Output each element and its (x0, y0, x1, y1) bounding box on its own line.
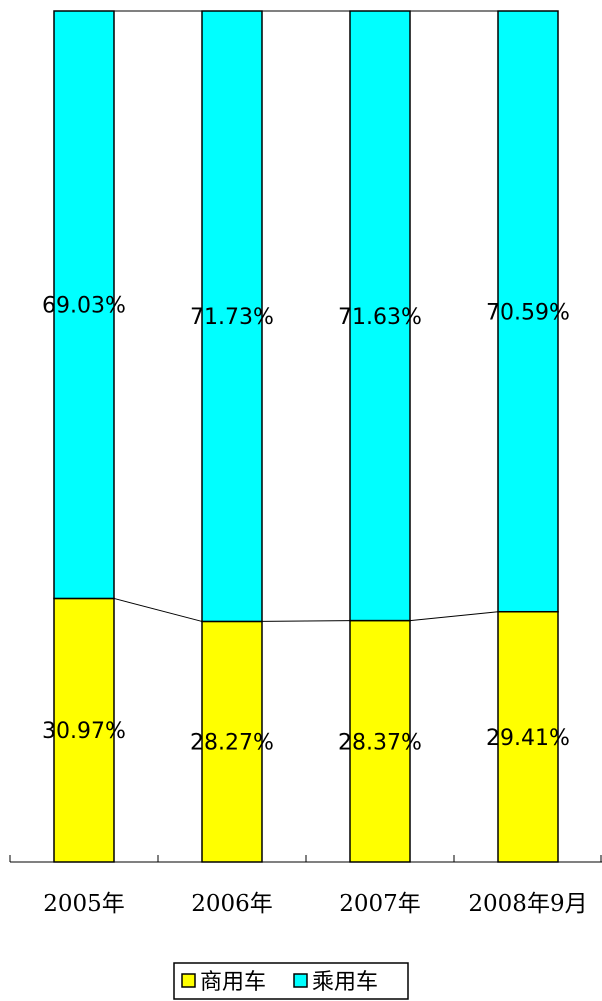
data-label-commercial-2: 28.27% (190, 731, 274, 756)
data-label-passenger-3: 71.63% (338, 305, 422, 330)
bar-segment-passenger-1 (53, 10, 115, 600)
plot-area (53, 10, 559, 863)
data-label-passenger-4: 70.59% (486, 300, 570, 325)
series-line--3 (409, 611, 499, 622)
x-tick-label-4: 2008年9月 (468, 891, 587, 917)
bar-segment-commercial-1 (53, 597, 115, 863)
x-axis: 2005年 2006年 2007年 2008年9月 (9, 855, 602, 917)
x-tick-label-3: 2007年 (339, 891, 421, 917)
x-tick-label-1: 2005年 (43, 891, 125, 917)
legend-box (173, 962, 409, 1000)
legend-swatch-commercial (181, 973, 196, 988)
data-labels: 30.97% 69.03% 28.27% 71.73% 28.37% 71.63% 29.4… (42, 294, 570, 756)
series-line--2 (261, 620, 351, 622)
legend-label-commercial: 商用车 (200, 970, 266, 995)
data-label-passenger-1: 69.03% (42, 294, 126, 319)
legend-label-passenger: 乘用车 (312, 970, 378, 995)
legend-swatch-passenger (293, 973, 308, 988)
data-label-passenger-2: 71.73% (190, 305, 274, 330)
data-label-commercial-1: 30.97% (42, 719, 126, 744)
bar-segment-commercial-2 (201, 620, 263, 863)
bar-segment-commercial-4 (497, 610, 559, 863)
legend: 商用车 乘用车 (173, 962, 409, 1000)
data-label-commercial-3: 28.37% (338, 730, 422, 755)
bar-segment-passenger-4 (497, 10, 559, 613)
bar-segment-passenger-3 (349, 10, 411, 622)
data-label-commercial-4: 29.41% (486, 726, 570, 751)
bar-segment-passenger-2 (201, 10, 263, 623)
x-tick-label-2: 2006年 (191, 891, 273, 917)
series-line--1 (113, 597, 203, 622)
